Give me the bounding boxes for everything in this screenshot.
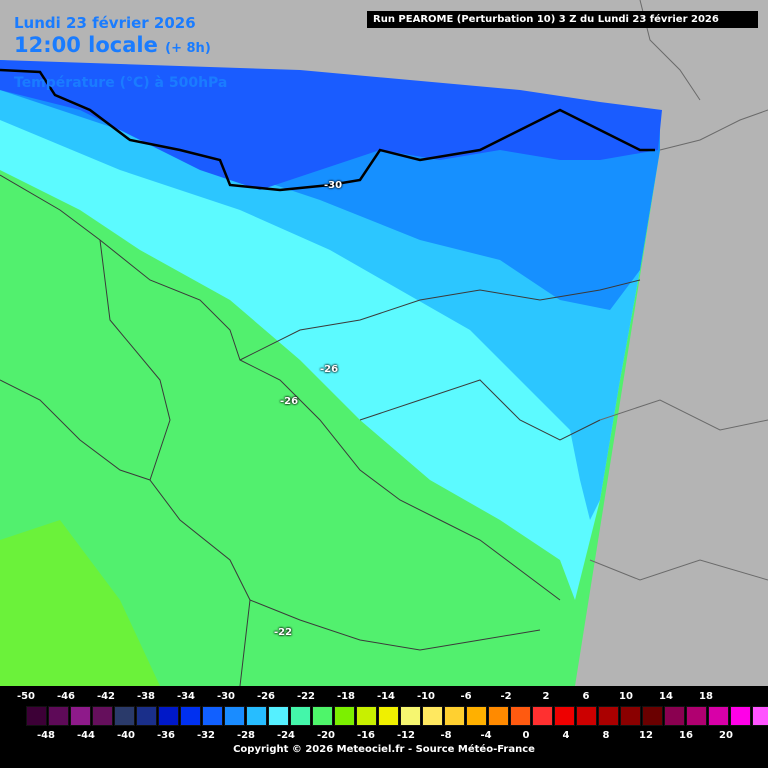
legend-label-bottom: -24 [276,730,296,741]
legend-label-bottom: -28 [236,730,256,741]
isotherm-label: -26 [280,396,299,407]
border-line [0,379,151,481]
legend-swatch [114,706,135,726]
legend-swatch [532,706,553,726]
legend-label-bottom: -16 [356,730,376,741]
legend-label-bottom: -20 [316,730,336,741]
legend-swatch [488,706,509,726]
forecast-lead: (+ 8h) [165,41,211,56]
isotherm-label: -30 [324,180,343,191]
legend-swatch [576,706,597,726]
legend-swatch [136,706,157,726]
legend-swatch [224,706,245,726]
legend-label-top: -42 [96,691,116,702]
coastline [0,68,655,192]
legend-swatch [708,706,729,726]
copyright: Copyright © 2026 Meteociel.fr - Source M… [233,744,535,755]
color-legend: -50 -46 -42 -38 -34 -30 -26 -22 -18 -14 -10 -6 -2 2 6 1… [0,686,768,768]
legend-swatch [598,706,619,726]
legend-swatch [334,706,355,726]
legend-swatch [554,706,575,726]
legend-swatch [26,706,47,726]
legend-label-top: -34 [176,691,196,702]
legend-swatch [664,706,685,726]
forecast-time-label: 12:00 locale [14,33,158,57]
run-info: Run PEAROME (Perturbation 10) 3 Z du Lun… [367,11,758,28]
zone-minus-32 [0,60,662,190]
legend-swatch [422,706,443,726]
legend-label-bottom: 8 [602,730,610,741]
forecast-time: 12:00 locale (+ 8h) [14,33,211,57]
legend-swatch [356,706,377,726]
forecast-date: Lundi 23 février 2026 [14,14,196,32]
legend-swatch [48,706,69,726]
legend-swatch [202,706,223,726]
legend-swatch [158,706,179,726]
legend-swatch [92,706,113,726]
legend-label-bottom: -48 [36,730,56,741]
border-line [599,399,768,431]
legend-swatch [752,706,768,726]
legend-label-bottom: -40 [116,730,136,741]
legend-label-top: 6 [582,691,590,702]
legend-label-bottom: -44 [76,730,96,741]
legend-label-bottom: 16 [679,730,693,741]
legend-label-top: -10 [416,691,436,702]
legend-label-top: -46 [56,691,76,702]
border-line [659,109,768,151]
legend-label-bottom: -36 [156,730,176,741]
legend-swatch [620,706,641,726]
legend-swatch [400,706,421,726]
legend-label-top: -50 [16,691,36,702]
legend-label-bottom: -12 [396,730,416,741]
legend-swatch [180,706,201,726]
legend-swatch [290,706,311,726]
legend-label-top: 2 [542,691,550,702]
legend-label-bottom: 20 [719,730,733,741]
legend-color-bar [26,706,768,726]
border-line [249,599,541,651]
legend-label-bottom: 4 [562,730,570,741]
legend-swatch [642,706,663,726]
isotherm-label: -26 [320,364,339,375]
zone-minus-20 [0,520,160,686]
legend-label-bottom: -4 [480,730,492,741]
legend-swatch [730,706,751,726]
legend-swatch [686,706,707,726]
legend-label-bottom: -32 [196,730,216,741]
legend-swatch [378,706,399,726]
legend-label-bottom: 0 [522,730,530,741]
legend-label-top: 18 [699,691,713,702]
legend-swatch [444,706,465,726]
legend-label-top: 10 [619,691,633,702]
legend-label-bottom: 12 [639,730,653,741]
legend-label-top: -6 [460,691,472,702]
legend-swatch [312,706,333,726]
border-line [0,174,561,601]
legend-label-bottom: -8 [440,730,452,741]
legend-label-top: -22 [296,691,316,702]
legend-swatch [466,706,487,726]
legend-label-top: 14 [659,691,673,702]
isotherm-label: -22 [274,627,293,638]
legend-label-top: -14 [376,691,396,702]
border-line [359,379,601,441]
legend-label-top: -30 [216,691,236,702]
legend-swatch [268,706,289,726]
legend-swatch [246,706,267,726]
legend-label-top: -38 [136,691,156,702]
legend-swatch [510,706,531,726]
legend-label-top: -18 [336,691,356,702]
legend-label-top: -2 [500,691,512,702]
legend-label-top: -26 [256,691,276,702]
temperature-map [0,0,768,686]
border-line [239,279,641,361]
parameter-label: Température (°C) à 500hPa [14,75,228,91]
border-line [589,559,768,581]
legend-swatch [70,706,91,726]
